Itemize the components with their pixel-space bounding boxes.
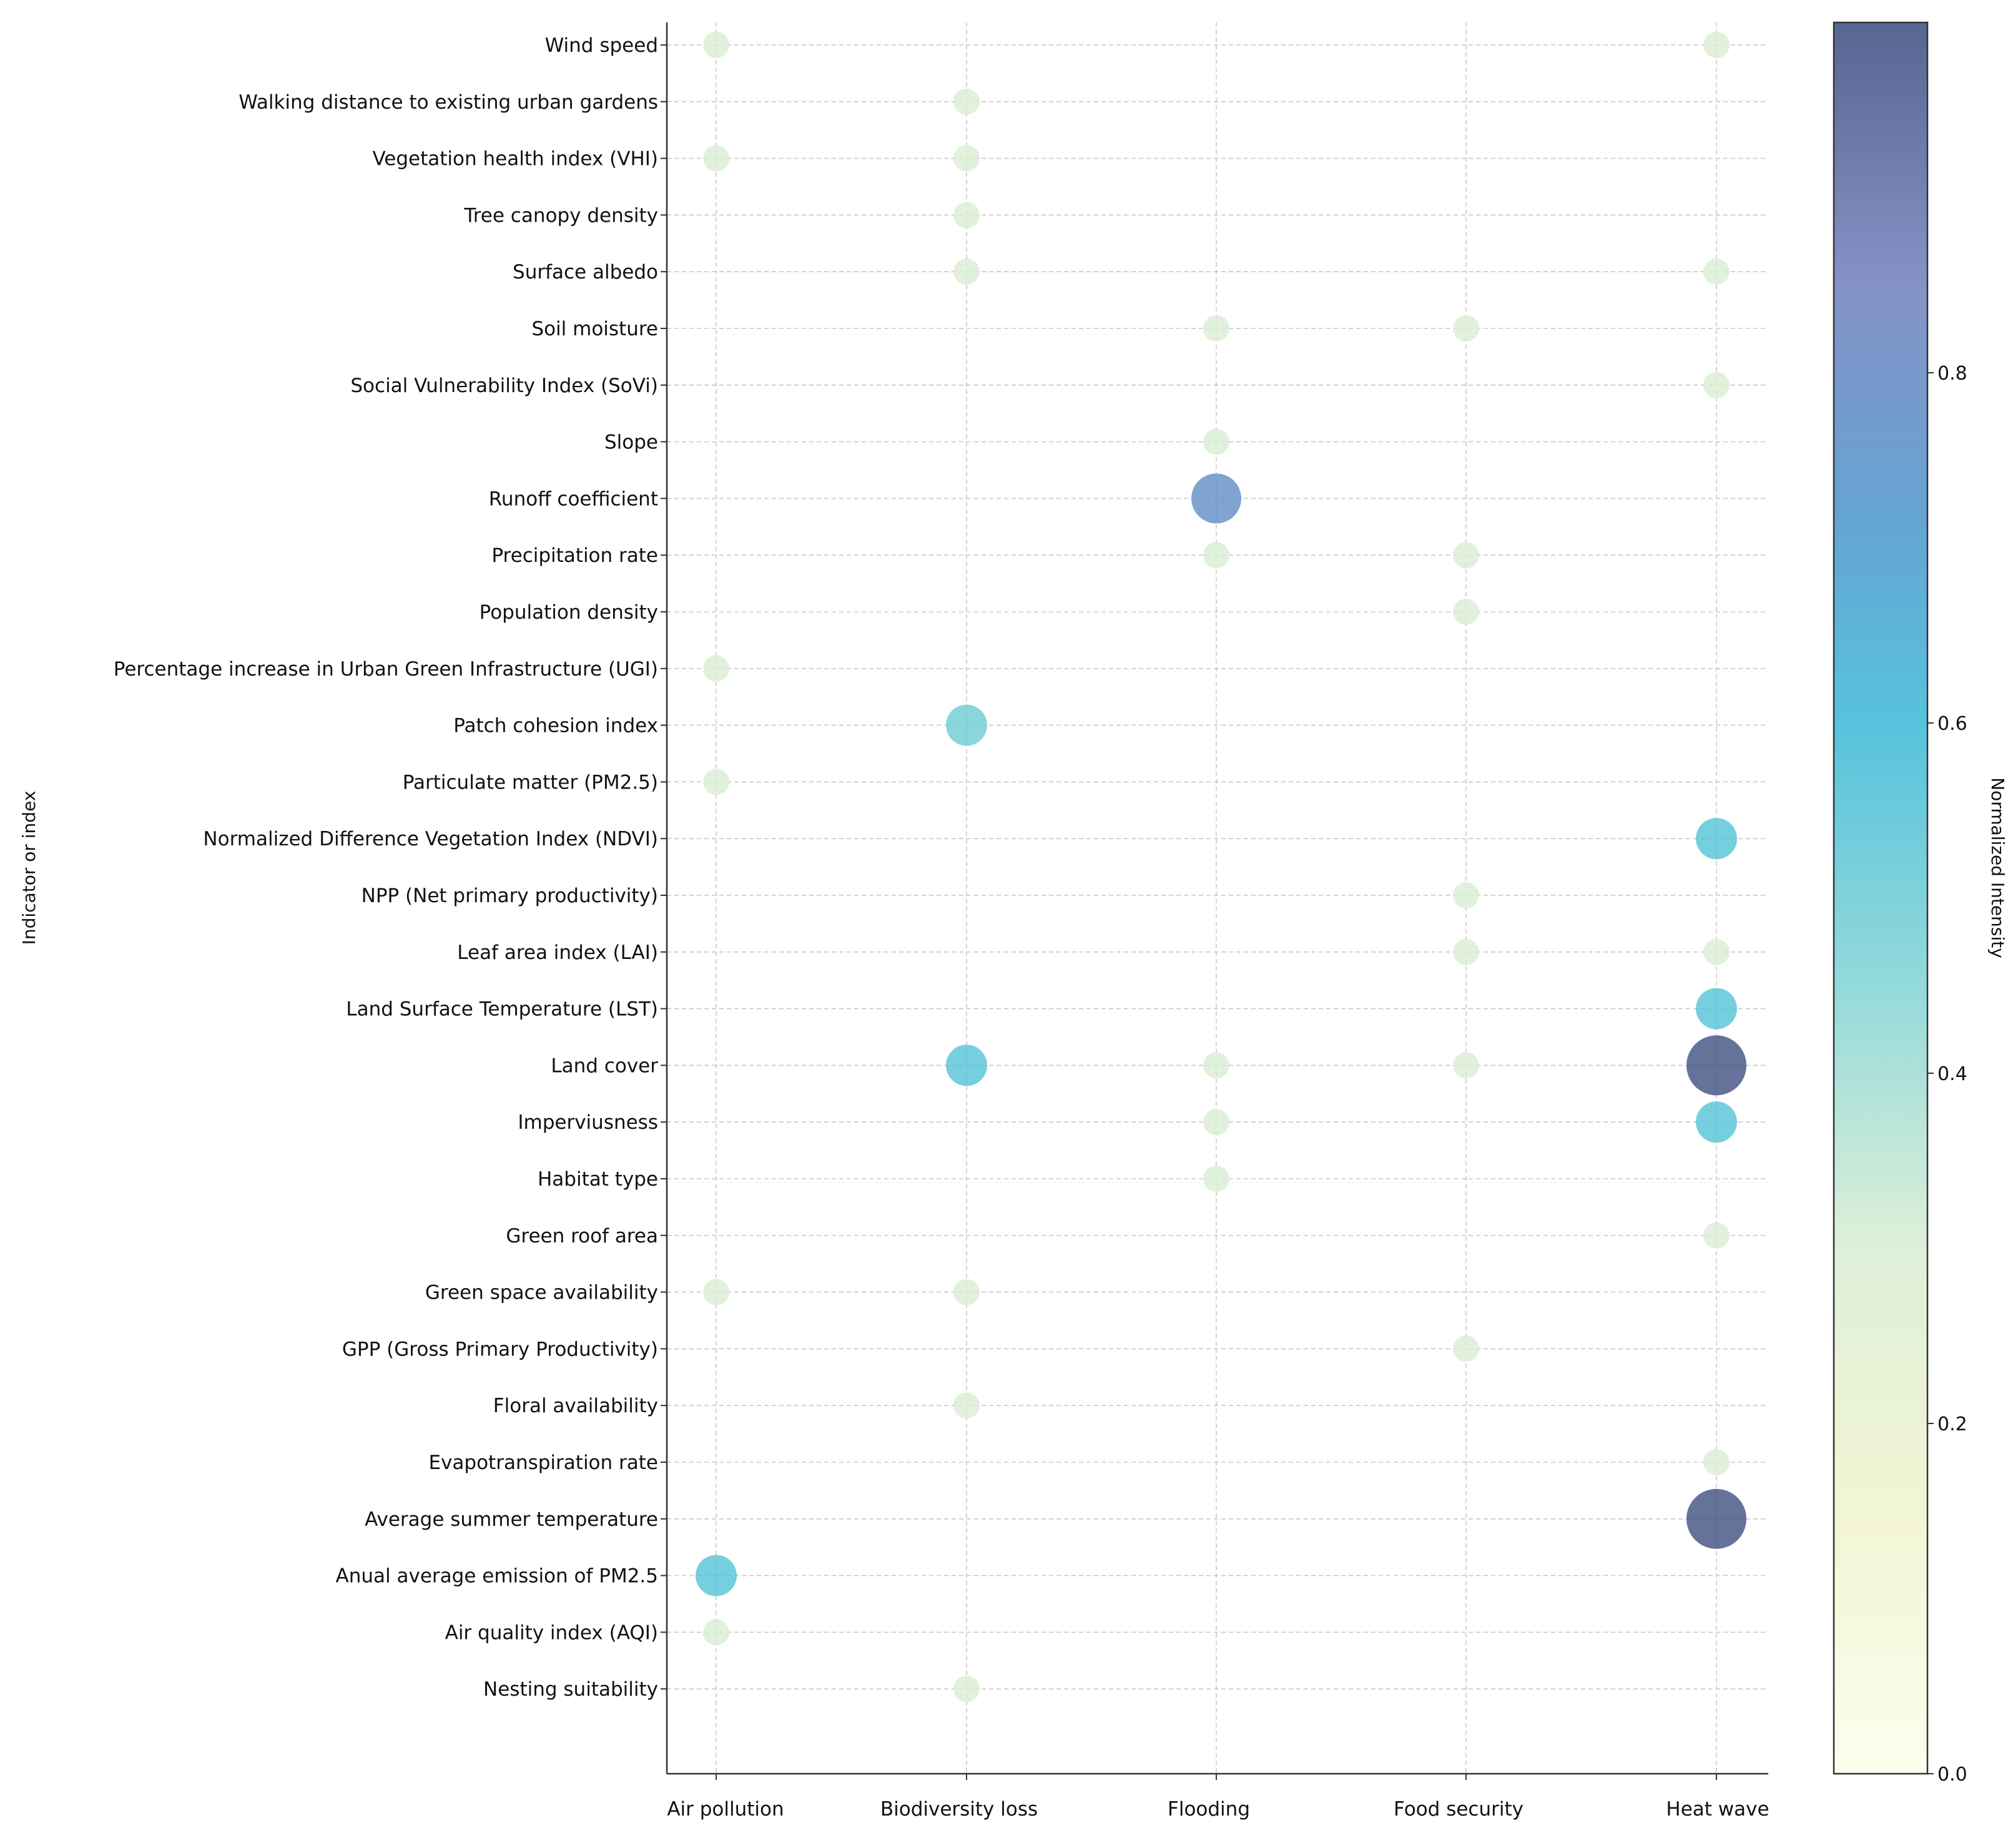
bubble-point	[703, 769, 729, 795]
y-tick-label: Land cover	[551, 1054, 658, 1077]
bubble-point	[946, 704, 987, 746]
x-tick-labels: Air pollution Biodiversity loss Flooding Fo…	[667, 1798, 1769, 1821]
bubble-point	[953, 88, 980, 115]
grid-layer	[667, 22, 1768, 1774]
y-tick-label: Precipitation rate	[491, 544, 658, 567]
bubble-point	[1203, 1109, 1229, 1136]
bubble-point	[1703, 1222, 1730, 1249]
x-tick-label: Flooding	[1168, 1798, 1250, 1821]
y-tick-label: Soil moisture	[531, 318, 658, 340]
y-tick-label: Vegetation health index (VHI)	[372, 148, 658, 170]
bubble-point	[953, 1279, 980, 1305]
y-tick-label: Air quality index (AQI)	[445, 1621, 658, 1644]
bubble-point	[1453, 938, 1479, 965]
y-tick-labels: Wind speed Walking distance to existing u…	[114, 34, 659, 1701]
y-tick-label: Slope	[604, 431, 658, 454]
bubble-point	[1696, 818, 1737, 860]
colorbar-gradient	[1833, 21, 1929, 1775]
y-tick-label: Population density	[480, 601, 658, 624]
x-tick-label: Biodiversity loss	[880, 1798, 1038, 1821]
y-axis-label: Indicator or index	[19, 791, 39, 945]
bubble-point	[953, 1676, 980, 1703]
bubble-point	[1203, 428, 1229, 455]
points-layer	[696, 32, 1746, 1703]
bubble-point	[946, 1044, 987, 1086]
bubble-point	[1686, 1488, 1746, 1549]
bubble-point	[1696, 1101, 1737, 1143]
bubble-point	[696, 1555, 737, 1596]
y-tick-label: Surface albedo	[513, 261, 658, 283]
x-tick-label: Air pollution	[667, 1798, 784, 1821]
bubble-point	[1453, 599, 1479, 625]
colorbar: 0.0 0.2 0.4 0.6 0.8 Normalized Intensity	[1833, 21, 2008, 1786]
bubble-point	[1453, 315, 1479, 342]
bubble-point	[1191, 473, 1241, 524]
bubble-point	[953, 145, 980, 172]
bubble-point	[1703, 371, 1730, 398]
y-tick-label: Particulate matter (PM2.5)	[403, 771, 658, 794]
y-tick-label: Land Surface Temperature (LST)	[346, 998, 658, 1021]
bubble-point	[1453, 1335, 1479, 1362]
bubble-point	[703, 1619, 729, 1646]
bubble-point	[1453, 542, 1479, 569]
bubble-point	[1703, 32, 1730, 58]
bubble-point	[1703, 258, 1730, 285]
y-tick-label: NPP (Net primary productivity)	[362, 885, 658, 907]
y-tick-label: Evapotranspiration rate	[428, 1452, 658, 1474]
bubble-point	[1203, 315, 1229, 342]
y-tick-label: GPP (Gross Primary Productivity)	[342, 1338, 658, 1360]
bubble-point	[1696, 988, 1737, 1030]
bubble-point	[1203, 1166, 1229, 1192]
x-tick-label: Heat wave	[1666, 1798, 1769, 1821]
axes-layer	[661, 22, 1768, 1780]
y-tick-label: Runoff coefficient	[489, 488, 658, 510]
colorbar-tick-label: 0.8	[1937, 363, 1967, 385]
bubble-point	[1686, 1035, 1746, 1096]
colorbar-tick-label: 0.6	[1937, 713, 1967, 735]
y-tick-label: Leaf area index (LAI)	[457, 941, 658, 964]
y-tick-label: Green roof area	[506, 1225, 658, 1247]
y-tick-label: Average summer temperature	[365, 1508, 658, 1531]
bubble-point	[1703, 1449, 1730, 1475]
y-tick-label: Nesting suitability	[483, 1678, 658, 1701]
y-tick-label: Patch cohesion index	[453, 715, 658, 737]
colorbar-tick-label: 0.4	[1937, 1063, 1967, 1085]
y-tick-label: Percentage increase in Urban Green Infra…	[114, 658, 658, 681]
y-tick-label: Normalized Difference Vegetation Index (…	[203, 828, 658, 850]
y-tick-label: Floral availability	[493, 1395, 658, 1417]
bubble-point	[953, 202, 980, 229]
bubble-point	[1203, 1052, 1229, 1079]
y-tick-label: Green space availability	[425, 1282, 658, 1304]
bubble-point	[1453, 882, 1479, 908]
y-tick-label: Anual average emission of PM2.5	[336, 1565, 658, 1588]
bubble-point	[1453, 1052, 1479, 1079]
bubble-point	[703, 1279, 729, 1305]
bubble-point	[1703, 938, 1730, 965]
bubble-point	[703, 655, 729, 682]
bubble-point	[703, 32, 729, 58]
bubble-point	[953, 1392, 980, 1419]
x-tick-label: Food security	[1394, 1798, 1523, 1821]
bubble-point	[703, 145, 729, 172]
bubble-point	[953, 258, 980, 285]
colorbar-label: Normalized Intensity	[1987, 777, 2008, 958]
y-tick-label: Imperviusness	[518, 1111, 658, 1134]
bubble-point	[1203, 542, 1229, 569]
colorbar-tick-label: 0.2	[1937, 1413, 1967, 1435]
colorbar-ticks: 0.0 0.2 0.4 0.6 0.8	[1927, 363, 1967, 1786]
y-tick-label: Wind speed	[545, 34, 658, 57]
y-tick-label: Tree canopy density	[463, 204, 658, 227]
y-tick-label: Walking distance to existing urban garde…	[239, 91, 658, 114]
y-tick-label: Social Vulnerability Index (SoVi)	[350, 375, 658, 397]
colorbar-tick-label: 0.0	[1937, 1764, 1967, 1786]
y-tick-label: Habitat type	[538, 1168, 658, 1191]
